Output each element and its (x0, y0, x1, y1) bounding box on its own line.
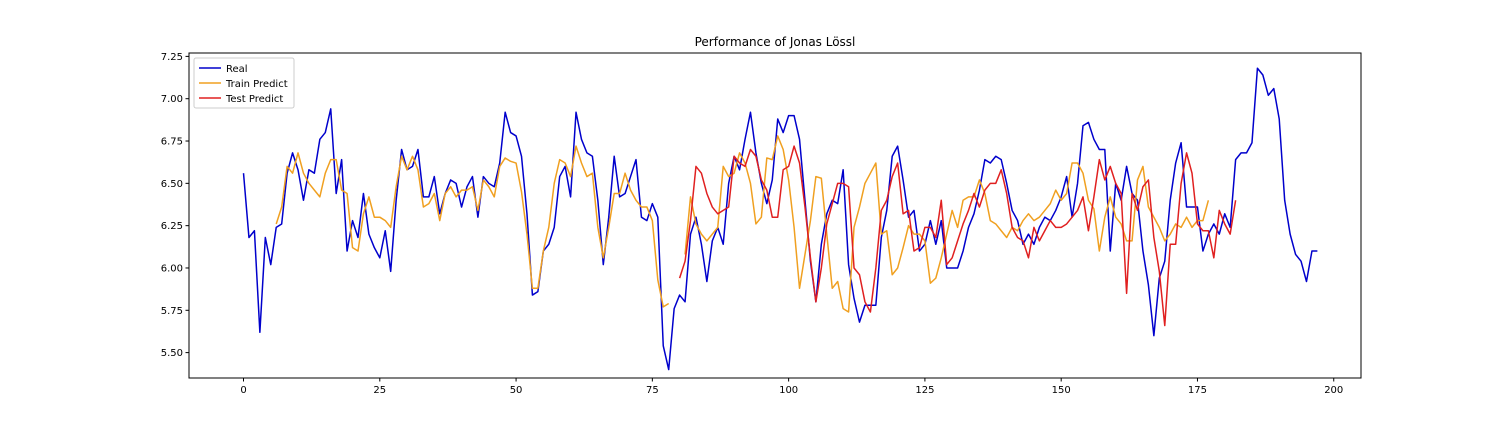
y-tick-label: 7.25 (161, 52, 183, 63)
series-line-real-0 (242, 67, 1318, 371)
x-tick-label: 175 (1188, 385, 1207, 396)
legend-label-train-predict: Train Predict (225, 79, 288, 90)
axis-ticks: 0 25 50 75 100 125 150 175 200 5.50 5.75 6.00 6.25 6.… (161, 52, 1344, 396)
series-line-train-predict-2 (684, 135, 1210, 313)
series-line-train-predict-1 (275, 145, 670, 308)
y-tick-label: 5.50 (161, 348, 183, 359)
y-tick-label: 6.75 (161, 137, 183, 148)
y-tick-label: 6.50 (161, 179, 183, 190)
x-tick-label: 0 (240, 385, 246, 396)
x-tick-label: 75 (646, 385, 659, 396)
y-tick-label: 5.75 (161, 306, 183, 317)
plot-frame (188, 52, 1362, 379)
x-tick-label: 200 (1324, 385, 1343, 396)
legend: Real Train Predict Test Predict (193, 57, 295, 109)
x-tick-label: 100 (779, 385, 798, 396)
y-tick-label: 7.00 (161, 94, 183, 105)
chart-title: Performance of Jonas Lössl (695, 35, 856, 49)
legend-box (193, 57, 295, 109)
x-tick-label: 50 (510, 385, 523, 396)
x-tick-label: 125 (915, 385, 934, 396)
x-tick-label: 25 (373, 385, 386, 396)
series-line-test-predict-3 (678, 145, 1237, 327)
x-tick-label: 150 (1052, 385, 1071, 396)
legend-label-test-predict: Test Predict (225, 94, 283, 105)
y-tick-label: 6.25 (161, 221, 183, 232)
legend-label-real: Real (226, 64, 248, 75)
series-layer (242, 67, 1318, 371)
y-tick-label: 6.00 (161, 263, 183, 274)
